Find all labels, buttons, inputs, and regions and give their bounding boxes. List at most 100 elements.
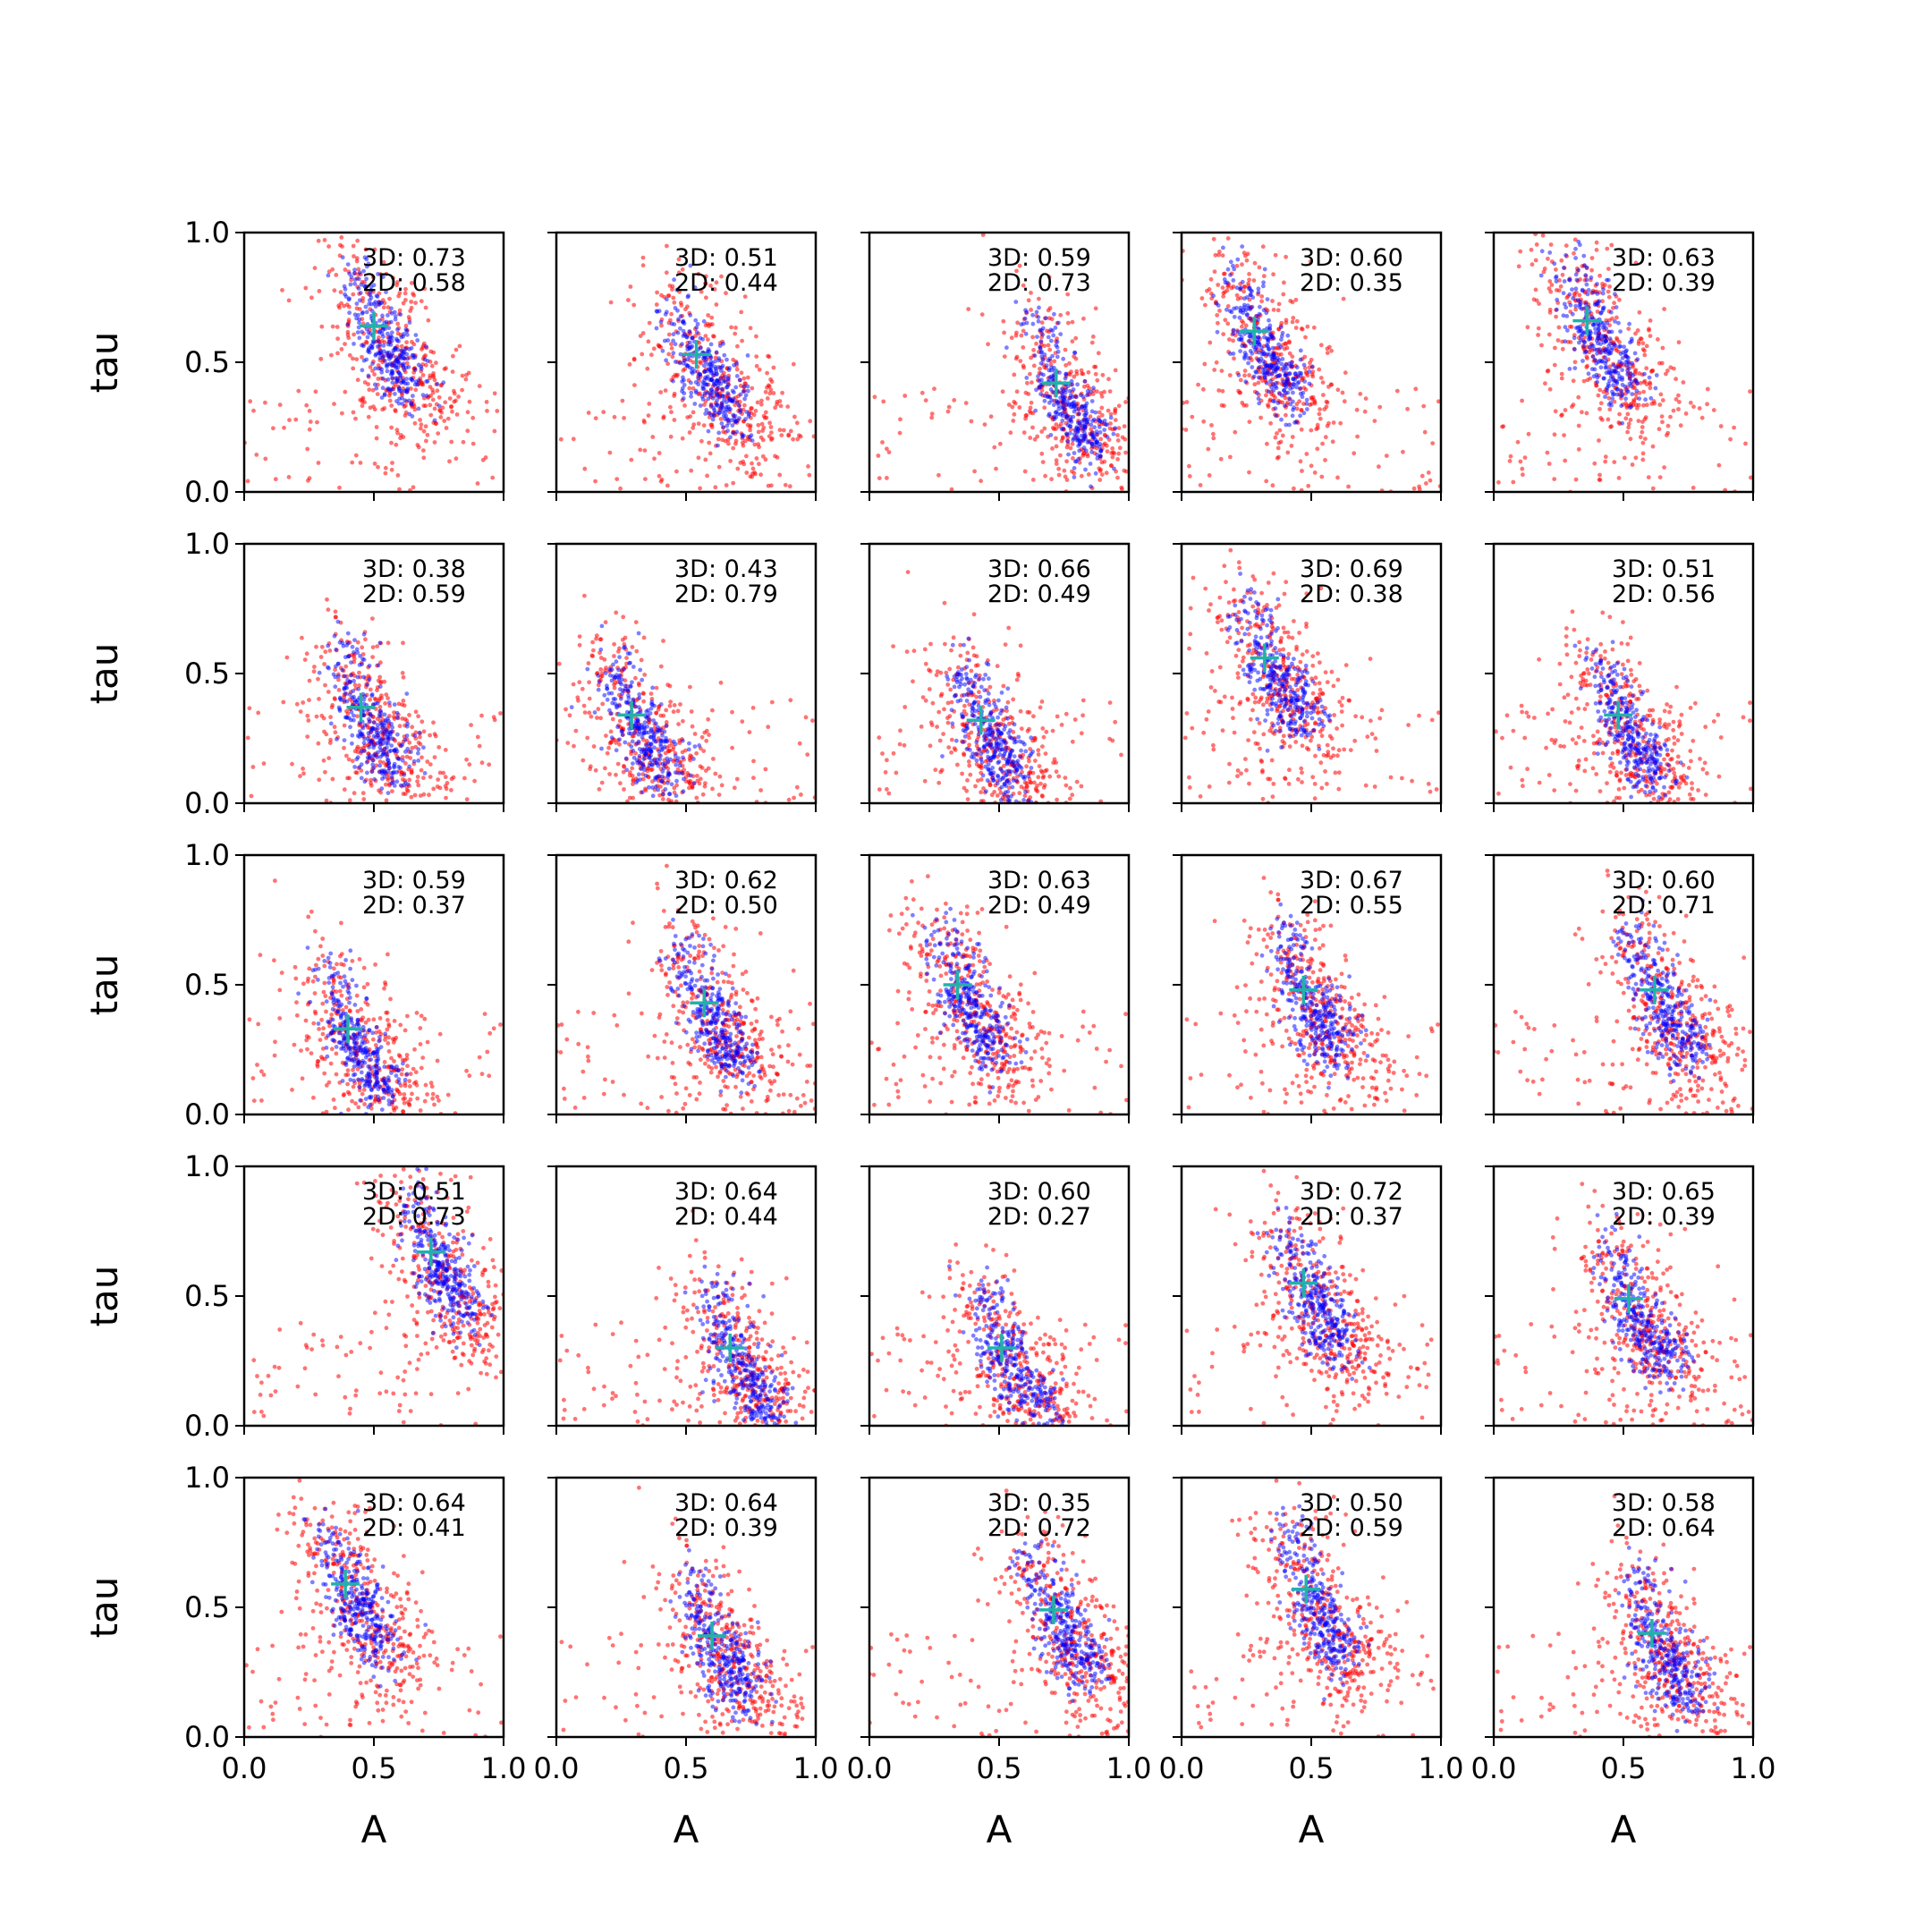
point-blue bbox=[1096, 418, 1101, 422]
point-blue bbox=[1615, 386, 1620, 392]
point-blue bbox=[1268, 335, 1274, 340]
point-red bbox=[363, 247, 369, 252]
point-blue bbox=[714, 350, 719, 355]
point-blue bbox=[375, 723, 380, 727]
point-red bbox=[1377, 404, 1383, 410]
point-red bbox=[1014, 389, 1020, 394]
point-blue bbox=[1309, 364, 1315, 369]
point-red bbox=[1614, 348, 1619, 353]
point-blue bbox=[348, 282, 353, 287]
point-red bbox=[672, 790, 677, 795]
point-red bbox=[709, 315, 715, 320]
point-red bbox=[1748, 389, 1752, 394]
point-blue bbox=[389, 781, 394, 786]
point-red bbox=[1652, 401, 1657, 406]
point-red bbox=[401, 674, 406, 680]
point-blue bbox=[1576, 239, 1581, 244]
point-red bbox=[373, 697, 378, 702]
point-red bbox=[462, 775, 467, 781]
point-red bbox=[1228, 454, 1233, 460]
point-blue bbox=[1606, 384, 1611, 388]
point-red bbox=[1552, 477, 1557, 481]
point-red bbox=[394, 428, 400, 432]
point-red bbox=[1749, 475, 1753, 480]
point-blue bbox=[388, 319, 394, 325]
point-blue bbox=[412, 355, 418, 360]
scatter-points bbox=[1182, 236, 1441, 492]
point-red bbox=[622, 787, 626, 792]
point-blue bbox=[663, 312, 668, 317]
point-blue bbox=[671, 378, 675, 384]
point-red bbox=[586, 661, 591, 665]
point-blue bbox=[405, 782, 411, 787]
point-red bbox=[708, 451, 713, 456]
point-blue bbox=[713, 410, 717, 415]
point-blue bbox=[401, 361, 406, 367]
point-red bbox=[1614, 315, 1619, 320]
point-blue bbox=[1030, 312, 1035, 318]
point-blue bbox=[606, 691, 612, 696]
point-blue bbox=[326, 665, 330, 670]
point-red bbox=[437, 770, 443, 775]
point-red bbox=[326, 756, 332, 760]
point-red bbox=[1054, 444, 1059, 449]
point-red bbox=[766, 383, 771, 388]
point-red bbox=[360, 354, 364, 360]
point-blue bbox=[1241, 296, 1247, 301]
point-blue bbox=[381, 275, 386, 279]
point-blue bbox=[411, 394, 415, 398]
point-blue bbox=[389, 362, 394, 368]
point-red bbox=[674, 783, 679, 788]
point-blue bbox=[416, 362, 421, 368]
point-red bbox=[350, 460, 355, 465]
point-red bbox=[1595, 309, 1600, 314]
point-blue bbox=[733, 385, 739, 390]
point-red bbox=[449, 404, 454, 409]
point-blue bbox=[656, 774, 661, 779]
point-blue bbox=[350, 733, 355, 738]
point-red bbox=[1287, 351, 1292, 356]
point-blue bbox=[592, 710, 597, 715]
point-red bbox=[760, 453, 766, 459]
point-blue bbox=[715, 392, 720, 397]
point-blue bbox=[699, 394, 705, 399]
point-red bbox=[590, 654, 595, 658]
point-blue bbox=[366, 330, 371, 335]
point-red bbox=[724, 291, 728, 296]
point-blue bbox=[704, 382, 709, 387]
point-red bbox=[1273, 252, 1278, 258]
point-blue bbox=[1599, 359, 1605, 364]
point-red bbox=[739, 309, 744, 315]
point-red bbox=[1064, 478, 1070, 482]
point-red bbox=[370, 655, 375, 659]
point-red bbox=[410, 745, 415, 750]
point-red bbox=[1572, 291, 1577, 296]
point-blue bbox=[405, 746, 411, 751]
point-blue bbox=[646, 784, 651, 790]
point-red bbox=[703, 781, 708, 785]
point-red bbox=[1405, 406, 1410, 411]
point-blue bbox=[691, 757, 696, 761]
point-red bbox=[615, 761, 621, 767]
point-red bbox=[1110, 446, 1115, 451]
point-blue bbox=[1555, 307, 1559, 312]
point-red bbox=[730, 745, 734, 750]
point-red bbox=[355, 714, 360, 719]
point-red bbox=[945, 409, 951, 414]
point-red bbox=[419, 299, 424, 304]
point-blue bbox=[1089, 422, 1094, 428]
point-red bbox=[1594, 248, 1599, 252]
point-blue bbox=[416, 378, 421, 383]
point-red bbox=[304, 651, 309, 657]
point-red bbox=[1096, 351, 1101, 356]
point-red bbox=[1644, 382, 1649, 387]
point-red bbox=[598, 637, 604, 642]
point-red bbox=[704, 738, 709, 743]
point-red bbox=[469, 723, 473, 727]
point-blue bbox=[1292, 377, 1297, 382]
point-red bbox=[672, 703, 677, 708]
point-red bbox=[1256, 380, 1261, 386]
point-blue bbox=[413, 333, 419, 337]
point-red bbox=[1002, 330, 1006, 335]
point-red bbox=[986, 342, 990, 347]
